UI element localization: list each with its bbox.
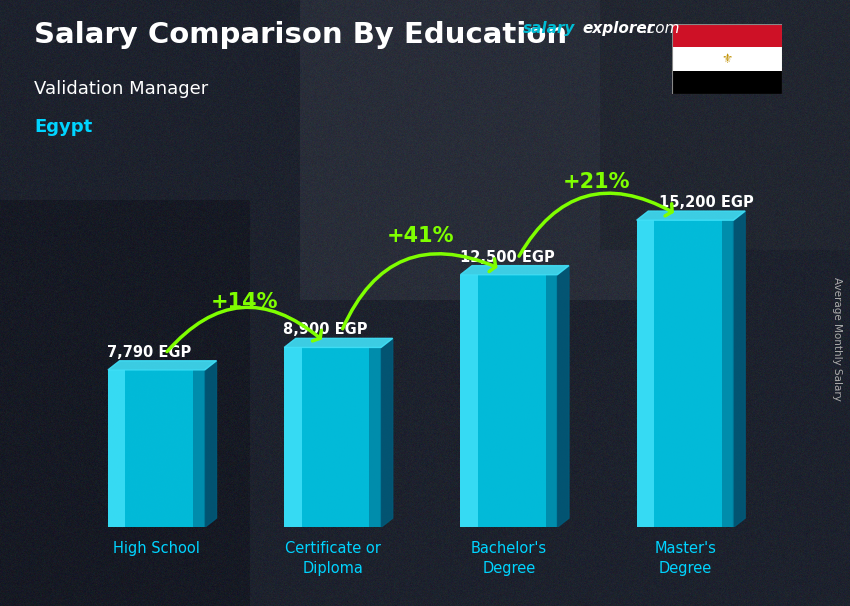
Text: salary: salary (523, 21, 575, 36)
Text: Validation Manager: Validation Manager (34, 80, 208, 98)
Text: explorer: explorer (582, 21, 654, 36)
Text: Egypt: Egypt (34, 118, 93, 136)
Bar (637, 220, 734, 527)
Bar (722, 220, 734, 527)
Bar (461, 275, 558, 527)
Text: ⚜: ⚜ (721, 53, 733, 65)
Bar (672, 47, 782, 71)
Bar (461, 275, 478, 527)
Polygon shape (108, 361, 217, 370)
Bar (193, 370, 205, 527)
Bar (637, 220, 654, 527)
Text: +14%: +14% (211, 291, 278, 312)
Polygon shape (284, 338, 393, 347)
Polygon shape (461, 265, 569, 275)
Polygon shape (381, 338, 393, 527)
Bar (108, 370, 205, 527)
Bar (108, 370, 126, 527)
Bar (284, 347, 381, 527)
Text: 12,500 EGP: 12,500 EGP (460, 250, 554, 265)
Text: 8,900 EGP: 8,900 EGP (283, 322, 368, 338)
Bar (284, 347, 302, 527)
Polygon shape (734, 211, 745, 527)
Polygon shape (205, 361, 217, 527)
Text: 15,200 EGP: 15,200 EGP (659, 195, 753, 210)
Polygon shape (558, 265, 569, 527)
Text: +41%: +41% (387, 226, 455, 247)
Polygon shape (637, 211, 745, 220)
Text: .com: .com (642, 21, 679, 36)
Text: Salary Comparison By Education: Salary Comparison By Education (34, 21, 567, 49)
Text: +21%: +21% (564, 171, 631, 192)
Text: Average Monthly Salary: Average Monthly Salary (832, 278, 842, 401)
Text: 7,790 EGP: 7,790 EGP (107, 345, 191, 360)
Bar (546, 275, 558, 527)
Bar (370, 347, 381, 527)
Bar (672, 71, 782, 94)
Bar (672, 24, 782, 47)
